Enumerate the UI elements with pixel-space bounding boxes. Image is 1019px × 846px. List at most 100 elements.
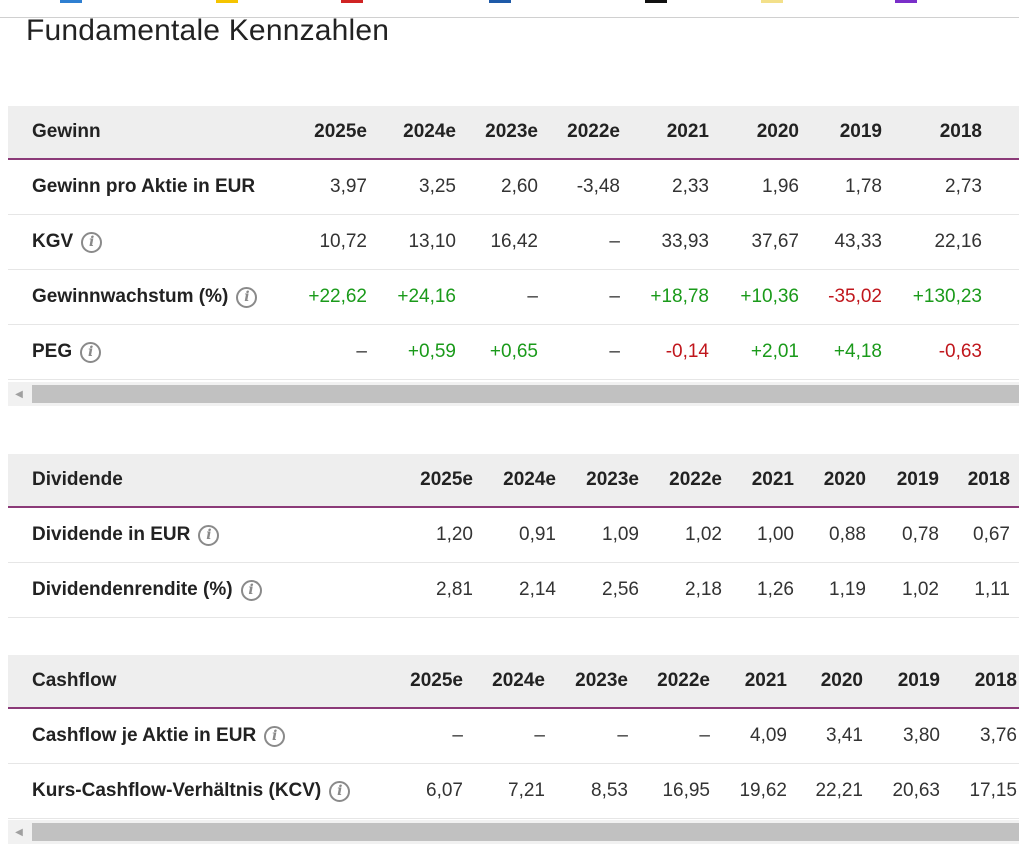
table-cell: 2,56 [602,579,639,600]
gewinn-table: Gewinn 2025e 2024e 2023e 2022e 2021 2020 2019 20… [8,106,1019,380]
table-cell: 3,76 [980,725,1017,746]
table-cell: 1,11 [974,579,1010,600]
year-header[interactable]: 2024e [492,670,545,691]
table-row: Dividendenrendite (%) i 2,81 2,14 2,56 2,18 1,… [8,563,1019,618]
row-label: Gewinnwachstum (%) i [32,270,258,324]
row-label-text: KGV [32,231,74,252]
gewinn-section-title: Gewinn [32,121,101,142]
table-row: Cashflow je Aktie in EUR i – – – – 4,09 3,41 3,8… [8,709,1019,764]
top-color-mark [216,0,238,3]
top-color-mark [645,0,667,3]
table-cell: -3,48 [576,176,620,197]
dividende-section-title: Dividende [32,469,123,490]
scroll-thumb[interactable] [32,823,1019,841]
table-cell: 0,67 [973,524,1010,545]
year-header[interactable]: 2023e [485,121,538,142]
top-color-mark [341,0,363,3]
table-cell: -0,63 [938,341,982,362]
table-cell: 1,78 [845,176,882,197]
year-header[interactable]: 2024e [503,469,556,490]
table-cell: 17,15 [969,780,1017,801]
year-header[interactable]: 2020 [756,121,799,142]
table-cell: 1,02 [902,579,939,600]
row-label: PEG i [32,325,102,379]
info-icon[interactable]: i [329,780,351,802]
info-icon[interactable]: i [81,231,103,253]
top-color-mark [489,0,511,3]
year-header[interactable]: 2022e [567,121,620,142]
year-header[interactable]: 2021 [751,469,794,490]
table-cell: -35,02 [828,286,882,307]
row-label-text: Cashflow je Aktie in EUR [32,725,257,746]
row-label-text: Dividendenrendite (%) [32,579,233,600]
info-icon[interactable]: i [264,725,286,747]
year-header[interactable]: 2023e [586,469,639,490]
row-label: Kurs-Cashflow-Verhältnis (KCV) i [32,764,351,818]
year-header[interactable]: 2025e [420,469,473,490]
table-cell: +22,62 [308,286,367,307]
year-header[interactable]: 2022e [669,469,722,490]
table-cell: 1,26 [757,579,794,600]
top-color-mark [761,0,783,3]
table-cell: 2,60 [501,176,538,197]
table-cell: 7,21 [508,780,545,801]
table-cell: 43,33 [834,231,882,252]
table-cell: +18,78 [650,286,709,307]
year-header[interactable]: 2018 [967,469,1010,490]
table-cell: 1,02 [685,524,722,545]
year-header[interactable]: 2019 [896,469,939,490]
table-cell: 33,93 [661,231,709,252]
year-header[interactable]: 2020 [820,670,863,691]
table-cell: – [609,341,620,362]
year-header[interactable]: 2018 [974,670,1017,691]
cashflow-table: Cashflow 2025e 2024e 2023e 2022e 2021 2020 2019… [8,655,1019,819]
info-icon[interactable]: i [80,341,102,363]
table-cell: – [452,725,463,746]
cashflow-table-scrollbar[interactable]: ◀ [8,820,1019,844]
year-header[interactable]: 2024e [403,121,456,142]
top-strip [0,0,1019,18]
table-cell: 2,33 [672,176,709,197]
scroll-left-arrow[interactable]: ◀ [15,826,23,838]
table-cell: – [609,231,620,252]
year-header[interactable]: 2025e [314,121,367,142]
table-row: Dividende in EUR i 1,20 0,91 1,09 1,02 1,00 0,8… [8,508,1019,563]
table-cell: 16,95 [662,780,710,801]
year-header[interactable]: 2023e [575,670,628,691]
table-cell: 1,09 [602,524,639,545]
year-header[interactable]: 2021 [666,121,709,142]
dividende-header-row: Dividende 2025e 2024e 2023e 2022e 2021 2020 201… [8,454,1019,508]
scroll-left-arrow[interactable]: ◀ [15,388,23,400]
table-row: Kurs-Cashflow-Verhältnis (KCV) i 6,07 7,21 8… [8,764,1019,819]
table-cell: 1,96 [762,176,799,197]
table-cell: – [534,725,545,746]
table-cell: 0,88 [829,524,866,545]
year-header[interactable]: 2019 [839,121,882,142]
year-header[interactable]: 2018 [939,121,982,142]
table-cell: 2,81 [436,579,473,600]
table-row: Gewinn pro Aktie in EUR 3,97 3,25 2,60 -3,48… [8,160,1019,215]
year-header[interactable]: 2019 [897,670,940,691]
table-cell: 37,67 [751,231,799,252]
table-cell: 0,91 [519,524,556,545]
table-cell: 2,14 [519,579,556,600]
year-header[interactable]: 2021 [744,670,787,691]
gewinn-table-scrollbar[interactable]: ◀ [8,382,1019,406]
info-icon[interactable]: i [236,286,258,308]
table-cell: 19,62 [739,780,787,801]
scroll-thumb[interactable] [32,385,1019,403]
table-cell: 13,10 [408,231,456,252]
table-cell: 22,16 [934,231,982,252]
year-header[interactable]: 2025e [410,670,463,691]
table-cell: 22,21 [815,780,863,801]
table-cell: 1,19 [829,579,866,600]
table-cell: – [527,286,538,307]
table-cell: 20,63 [892,780,940,801]
table-cell: – [356,341,367,362]
info-icon[interactable]: i [198,524,220,546]
year-header[interactable]: 2020 [823,469,866,490]
info-icon[interactable]: i [240,579,262,601]
cashflow-section-title: Cashflow [32,670,117,691]
year-header[interactable]: 2022e [657,670,710,691]
